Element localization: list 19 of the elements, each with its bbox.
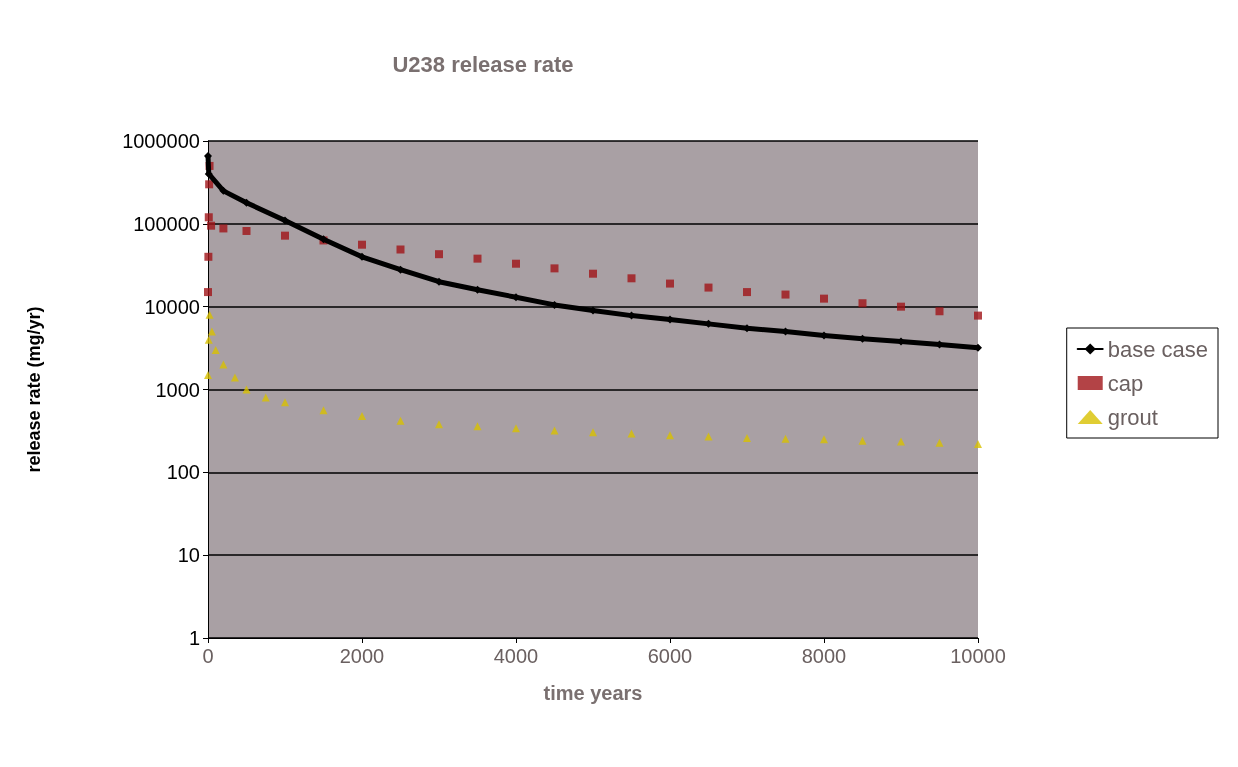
legend-label: grout	[1107, 404, 1158, 430]
x-tick-label: 2000	[339, 645, 385, 667]
legend-label: cap	[1107, 370, 1144, 396]
x-tick-label: 6000	[647, 645, 693, 667]
y-tick-label: 1	[188, 627, 200, 649]
y-tick-label: 10	[177, 544, 200, 567]
x-tick-label: 10000	[950, 645, 1006, 667]
chart-title: U238 release rate	[392, 51, 574, 77]
x-tick-label: 0	[202, 645, 214, 667]
x-axis-title: time years	[543, 682, 643, 704]
y-tick-label: 10000	[144, 295, 200, 318]
y-tick-label: 100000	[133, 212, 200, 235]
y-axis-title: release rate (mg/yr)	[24, 306, 44, 473]
x-tick-label: 8000	[801, 645, 847, 667]
y-tick-label: 100	[166, 461, 200, 484]
x-tick-label: 4000	[493, 645, 539, 667]
legend-label: base case	[1107, 336, 1209, 362]
y-tick-label: 1000000	[122, 130, 200, 152]
y-tick-label: 1000	[155, 378, 200, 401]
